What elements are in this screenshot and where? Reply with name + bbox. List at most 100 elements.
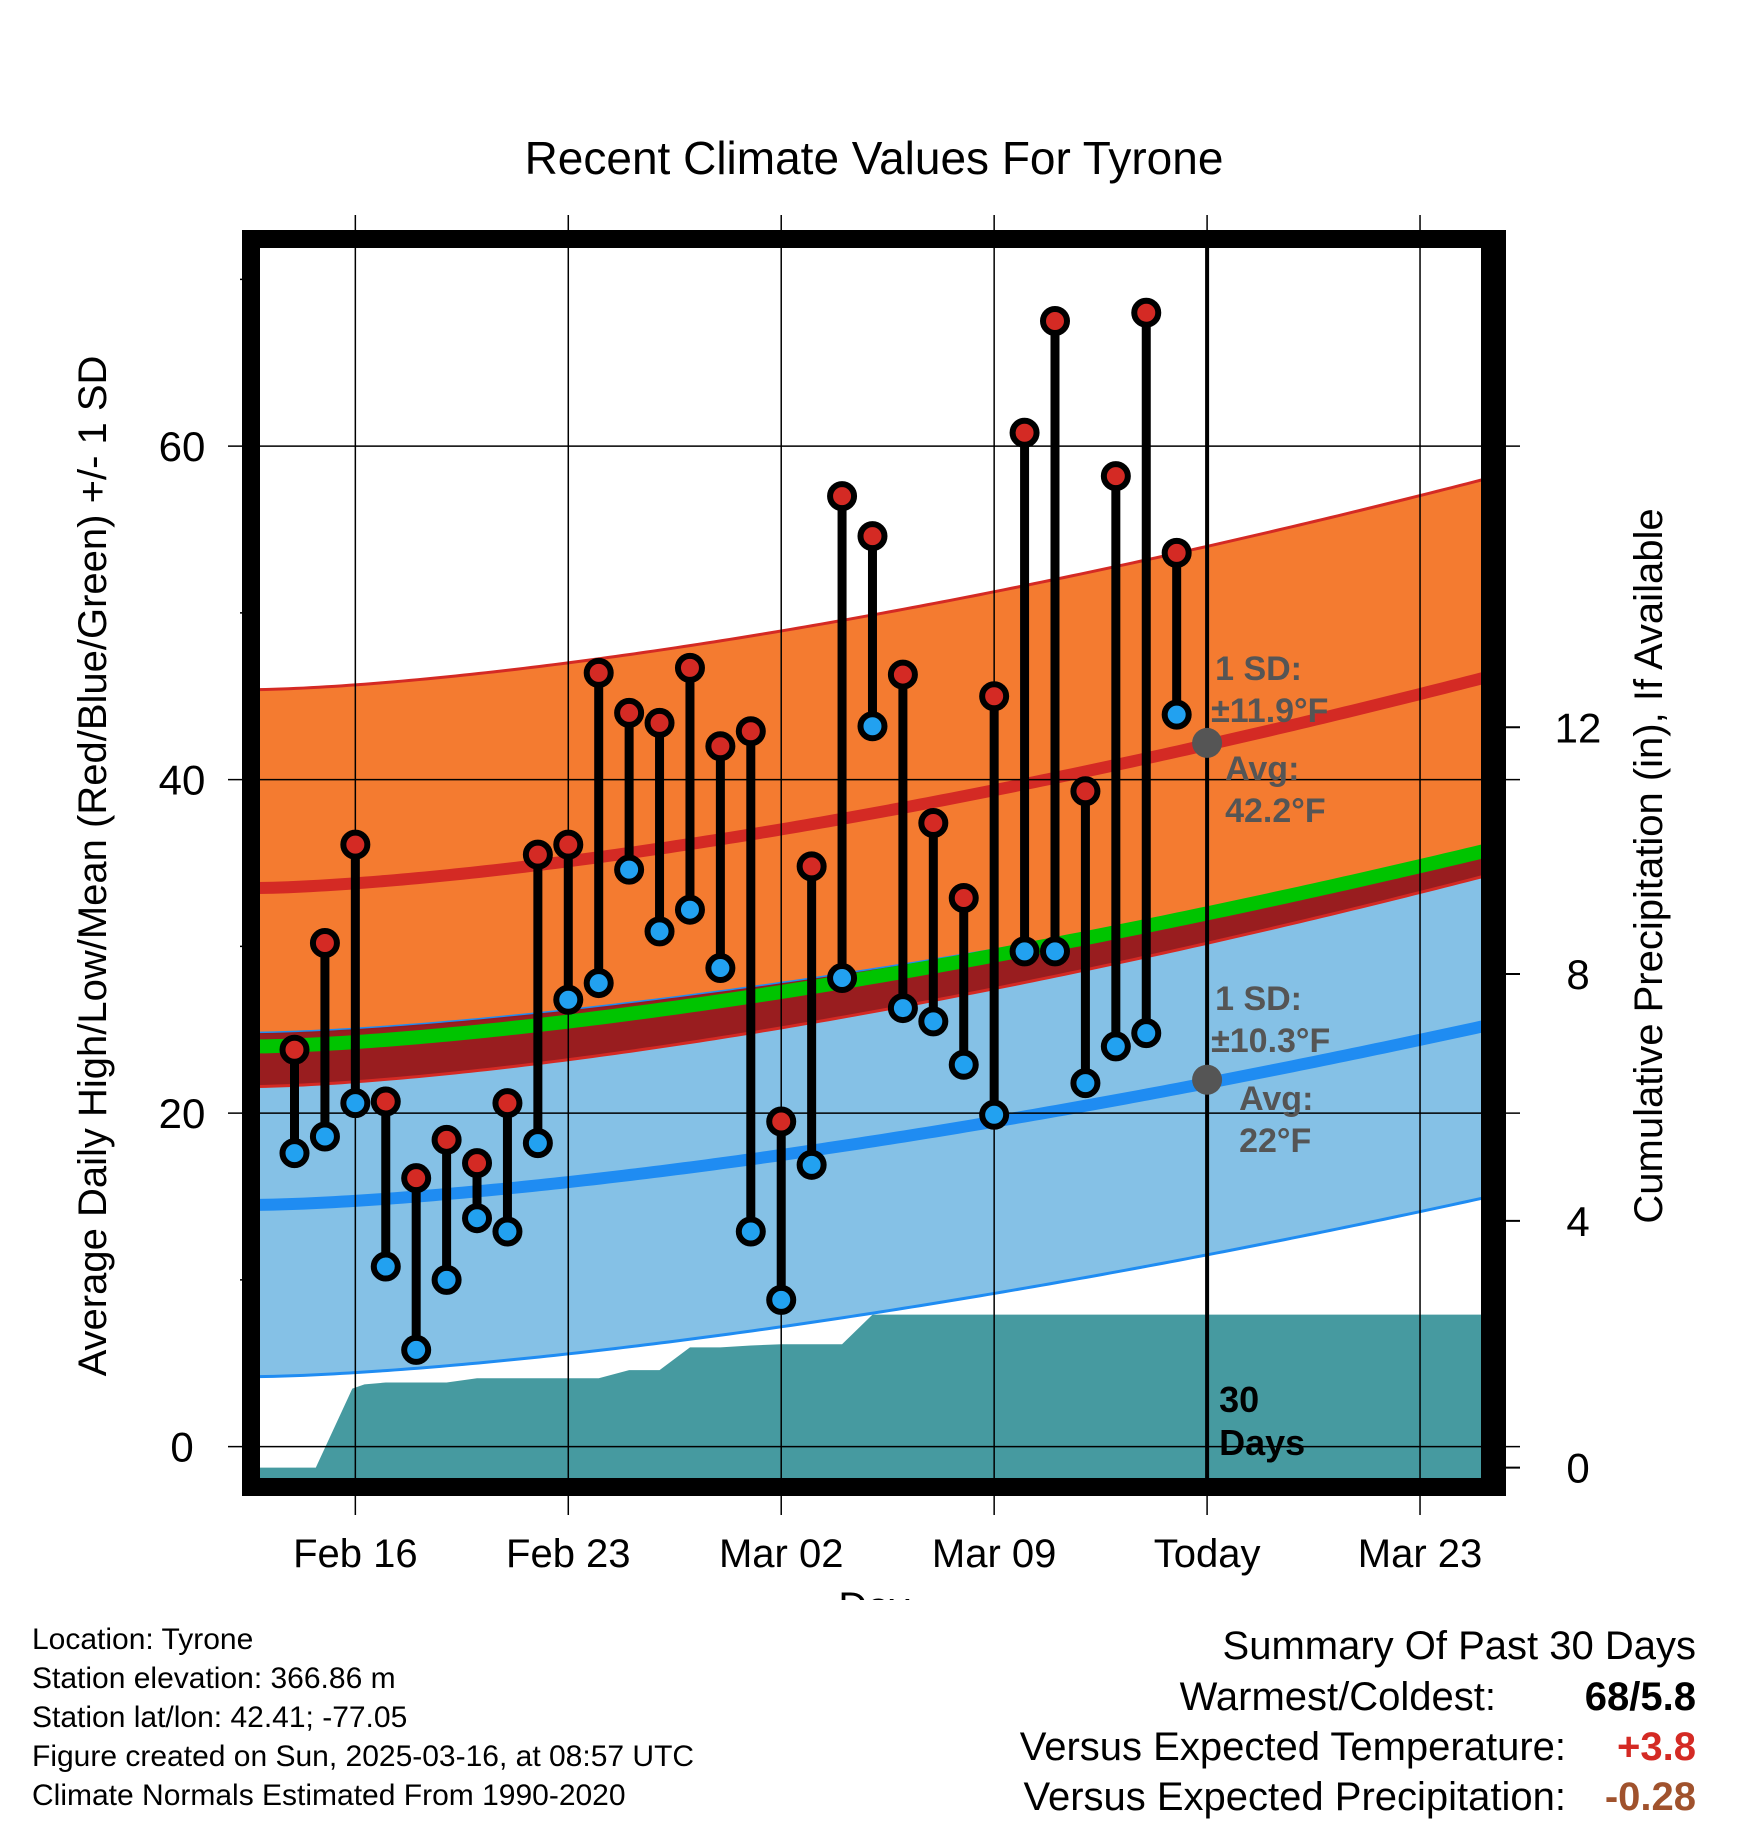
obs-low-point: [370, 1251, 401, 1282]
y-tick-label-right: 8: [1566, 951, 1589, 998]
high-sd-label: 1 SD:: [1215, 650, 1302, 688]
obs-high-point: [735, 716, 766, 747]
obs-low-point: [492, 1216, 523, 1247]
obs-high-point: [796, 851, 827, 882]
high-avg-label: Avg:: [1225, 750, 1299, 788]
obs-high-point: [766, 1106, 797, 1137]
precip-window-label: Days: [1219, 1422, 1305, 1463]
obs-high-point: [1131, 297, 1162, 328]
obs-low-point: [948, 1049, 979, 1080]
x-tick-label: Mar 09: [932, 1532, 1057, 1576]
obs-high-point: [1070, 776, 1101, 807]
y-tick-label-left: 0: [170, 1424, 193, 1471]
normals-text: Climate Normals Estimated From 1990-2020: [32, 1779, 626, 1812]
x-tick-label: Today: [1154, 1532, 1261, 1576]
obs-low-point: [674, 894, 705, 925]
low-avg-value: 22°F: [1239, 1122, 1311, 1160]
obs-low-point: [1100, 1031, 1131, 1062]
latlon-text: Station lat/lon: 42.41; -77.05: [32, 1701, 408, 1734]
obs-low-point: [309, 1121, 340, 1152]
temp-anomaly-label: Versus Expected Temperature:: [1019, 1725, 1566, 1769]
obs-high-point: [553, 829, 584, 860]
obs-high-point: [827, 481, 858, 512]
obs-high-point: [492, 1088, 523, 1119]
obs-high-point: [522, 839, 553, 870]
high-avg-value: 42.2°F: [1225, 792, 1326, 830]
summary-row-warm-cold: Warmest/Coldest: 68/5.8: [916, 1672, 1696, 1722]
obs-low-point: [279, 1138, 310, 1169]
obs-high-point: [1009, 417, 1040, 448]
obs-low-point: [1009, 936, 1040, 967]
obs-high-point: [1161, 537, 1192, 568]
obs-low-point: [401, 1334, 432, 1365]
y-axis-title-right: Cumulative Precipitation (in), If Availa…: [1627, 508, 1671, 1223]
today-high-avg-marker: [1192, 727, 1223, 758]
obs-low-point: [918, 1006, 949, 1037]
obs-low-point: [827, 963, 858, 994]
obs-low-point: [1070, 1068, 1101, 1099]
obs-low-point: [735, 1216, 766, 1247]
low-avg-label: Avg:: [1239, 1080, 1313, 1118]
obs-high-point: [370, 1086, 401, 1117]
obs-low-point: [766, 1284, 797, 1315]
created-text: Figure created on Sun, 2025-03-16, at 08…: [32, 1740, 695, 1773]
precip-window-label: 30: [1219, 1379, 1259, 1420]
obs-low-point: [522, 1128, 553, 1159]
precip-area: [258, 1314, 1490, 1480]
obs-low-point: [462, 1203, 493, 1234]
y-tick-label-right: 0: [1566, 1445, 1589, 1492]
obs-high-point: [857, 521, 888, 552]
elevation-text: Station elevation: 366.86 m: [32, 1662, 396, 1695]
obs-high-point: [674, 652, 705, 683]
summary-row-temp: Versus Expected Temperature: +3.8: [916, 1722, 1696, 1772]
obs-high-point: [644, 707, 675, 738]
obs-low-point: [340, 1088, 371, 1119]
y-axis-title-left: Average Daily High/Low/Mean (Red/Blue/Gr…: [71, 356, 115, 1377]
obs-high-point: [1100, 461, 1131, 492]
y-tick-label-left: 40: [159, 757, 206, 804]
station-info: Location: Tyrone Station elevation: 366.…: [32, 1620, 694, 1815]
obs-low-point: [1161, 699, 1192, 730]
obs-low-point: [1131, 1018, 1162, 1049]
obs-high-point: [431, 1124, 462, 1155]
low-sd-band: [258, 852, 1490, 1377]
obs-low-point: [553, 984, 584, 1015]
obs-low-point: [887, 993, 918, 1024]
obs-high-point: [705, 731, 736, 762]
obs-high-point: [309, 928, 340, 959]
y-tick-label-right: 12: [1555, 704, 1602, 751]
chart-title: Recent Climate Values For Tyrone: [525, 132, 1224, 184]
high-sd-lower-line: [258, 873, 1490, 1088]
obs-low-point: [614, 854, 645, 885]
y-tick-label-left: 60: [159, 423, 206, 470]
y-tick-label-left: 20: [159, 1090, 206, 1137]
obs-high-point: [1039, 306, 1070, 337]
obs-low-point: [583, 968, 614, 999]
high-sd-value: ±11.9°F: [1211, 692, 1328, 730]
plot-area: 1 SD: ±11.9°F Avg: 42.2°F 1 SD: ±10.3°F Avg: 22…: [71, 215, 1671, 1600]
obs-low-point: [1039, 936, 1070, 967]
obs-high-point: [979, 681, 1010, 712]
obs-high-point: [462, 1148, 493, 1179]
low-sd-lower-line: [258, 1195, 1490, 1379]
low-sd-label: 1 SD:: [1215, 980, 1302, 1018]
obs-low-point: [431, 1264, 462, 1295]
x-tick-label: Feb 16: [293, 1532, 418, 1576]
obs-high-point: [948, 883, 979, 914]
obs-low-point: [857, 711, 888, 742]
climate-chart: Recent Climate Values For Tyrone 1 SD: ±1…: [71, 132, 1671, 1600]
x-tick-label: Mar 02: [719, 1532, 844, 1576]
high-normal-line: [258, 670, 1490, 895]
obs-high-point: [340, 829, 371, 860]
y-tick-label-right: 4: [1566, 1198, 1589, 1245]
x-tick-label: Feb 23: [506, 1532, 631, 1576]
summary-panel: Summary Of Past 30 Days Warmest/Coldest:…: [916, 1620, 1696, 1822]
obs-low-point: [796, 1149, 827, 1180]
today-low-avg-marker: [1192, 1064, 1223, 1095]
precip-anomaly-label: Versus Expected Precipitation:: [1023, 1775, 1566, 1819]
mean-normal-line: [258, 842, 1490, 1054]
obs-high-point: [614, 697, 645, 728]
obs-low-point: [979, 1099, 1010, 1130]
warm-cold-value: 68/5.8: [1584, 1675, 1696, 1719]
warm-cold-label: Warmest/Coldest:: [1179, 1675, 1496, 1719]
